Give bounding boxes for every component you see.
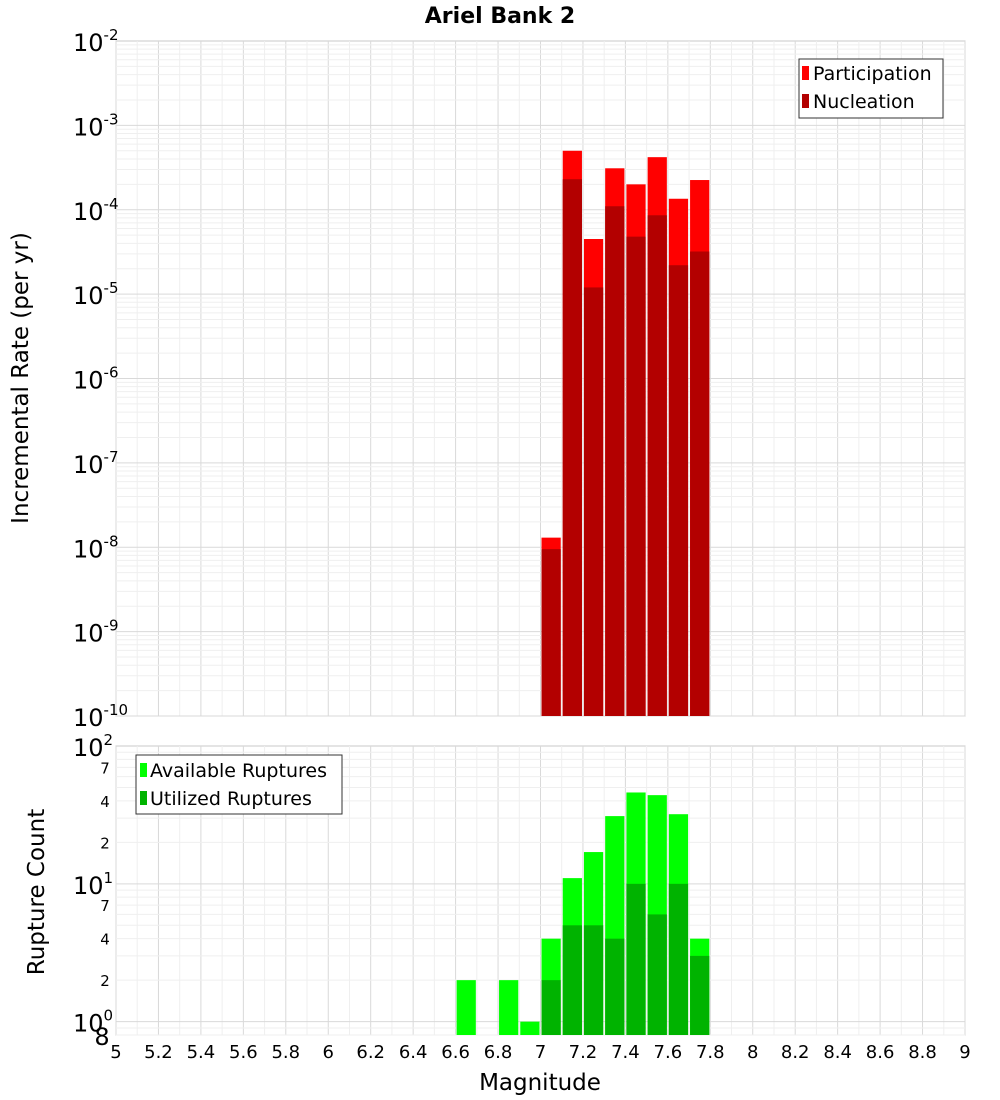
y-tick-label: 10-6 (73, 364, 119, 395)
x-axis-label: Magnitude (479, 1070, 601, 1096)
x-tick-label: 6.2 (356, 1042, 385, 1063)
legend-swatch-participation (802, 66, 809, 80)
x-tick-label: 8 (747, 1042, 758, 1063)
bottom-legend: Available Ruptures Utilized Ruptures (135, 754, 343, 815)
bottom-y-axis-label: Rupture Count (24, 809, 50, 975)
nucleation-bar (690, 251, 710, 716)
y-tick-label: 7 (100, 759, 110, 777)
x-tick-label: 8.6 (866, 1042, 895, 1063)
available-ruptures-bar (499, 980, 519, 1035)
top-panel: 10-2 10-3 10-4 10-5 10-6 10-7 10-8 10-9 10-10 In… (8, 26, 966, 732)
top-y-axis-label: Incremental Rate (per yr) (8, 232, 34, 524)
x-tick-label: 7.8 (696, 1042, 725, 1063)
bottom-y-ticks: 102 101 100 7 4 2 7 4 2 8 (73, 731, 113, 1051)
nucleation-bar (583, 287, 604, 716)
y-tick-label: 100 (73, 1007, 113, 1038)
y-tick-label: 10-9 (73, 617, 119, 648)
y-tick-label: 2 (100, 972, 110, 990)
utilized-ruptures-bar (690, 955, 710, 1035)
x-tick-label: 8.8 (908, 1042, 937, 1063)
bottom-legend-box (135, 754, 343, 815)
chart-title: Ariel Bank 2 (425, 4, 575, 29)
nucleation-bar (626, 236, 646, 716)
y-tick-label: 102 (73, 731, 113, 762)
bottom-panel: 102 101 100 7 4 2 7 4 2 8 Rupture Count Available… (24, 731, 966, 1051)
y-tick-label: 10-4 (73, 195, 119, 226)
y-tick-label: 4 (100, 793, 110, 811)
x-tick-label: 8.4 (823, 1042, 852, 1063)
utilized-ruptures-bar (583, 925, 604, 1035)
nucleation-bar (541, 549, 561, 716)
x-tick-label: 5.8 (271, 1042, 300, 1063)
available-ruptures-bar (456, 980, 476, 1035)
legend-swatch-utilized (140, 791, 147, 805)
bottom-bars (456, 792, 710, 1035)
utilized-ruptures-bar (562, 925, 582, 1035)
y-tick-label: 10-3 (73, 110, 119, 141)
legend-swatch-nucleation (802, 94, 809, 108)
x-tick-label: 5 (110, 1042, 121, 1063)
utilized-ruptures-bar (626, 883, 646, 1035)
y-tick-label: 10-2 (73, 26, 119, 57)
x-tick-label: 9 (959, 1042, 970, 1063)
utilized-ruptures-bar (668, 883, 689, 1035)
y-tick-label: 10-7 (73, 448, 119, 479)
utilized-ruptures-bar (541, 980, 561, 1035)
x-tick-label: 6 (323, 1042, 334, 1063)
y-tick-label: 101 (73, 869, 113, 900)
nucleation-bar (562, 179, 582, 716)
x-tick-label: 7 (535, 1042, 546, 1063)
top-bars (541, 150, 710, 717)
y-tick-label: 7 (100, 897, 110, 915)
x-tick-label: 6.8 (484, 1042, 513, 1063)
top-y-ticks: 10-2 10-3 10-4 10-5 10-6 10-7 10-8 10-9 10-10 (73, 26, 128, 732)
y-tick-label: 10-10 (73, 701, 128, 732)
x-tick-label: 7.2 (569, 1042, 598, 1063)
x-tick-label: 8.2 (781, 1042, 810, 1063)
x-tick-label: 5.4 (187, 1042, 216, 1063)
utilized-ruptures-bar (647, 914, 667, 1035)
top-gridlines (115, 41, 966, 717)
legend-label-participation: Participation (813, 63, 932, 85)
legend-swatch-available (140, 763, 147, 777)
y-tick-label: 10-8 (73, 532, 119, 563)
y-tick-label: 4 (100, 931, 110, 949)
top-legend-box (798, 58, 944, 119)
x-tick-label: 5.6 (229, 1042, 258, 1063)
top-legend: Participation Nucleation (798, 58, 944, 119)
legend-label-available: Available Ruptures (150, 760, 327, 782)
x-tick-label: 7.6 (654, 1042, 683, 1063)
nucleation-bar (668, 265, 689, 716)
y-tick-label: 2 (100, 834, 110, 852)
x-tick-label: 6.4 (399, 1042, 428, 1063)
utilized-ruptures-bar (605, 938, 625, 1035)
y-tick-label: 10-5 (73, 279, 119, 310)
x-axis-ticks: 5 5.2 5.4 5.6 5.8 6 6.2 6.4 6.6 6.8 7 7.2 7.4 7.6 7.8 8… (110, 1042, 970, 1063)
x-tick-label: 6.6 (441, 1042, 470, 1063)
legend-label-utilized: Utilized Ruptures (150, 788, 312, 810)
available-ruptures-bar (520, 1021, 540, 1035)
legend-label-nucleation: Nucleation (813, 91, 915, 113)
nucleation-bar (605, 206, 625, 716)
y-tick-label: 8 (94, 1023, 109, 1051)
nucleation-bar (647, 215, 667, 717)
x-tick-label: 5.2 (144, 1042, 173, 1063)
x-tick-label: 7.4 (611, 1042, 640, 1063)
